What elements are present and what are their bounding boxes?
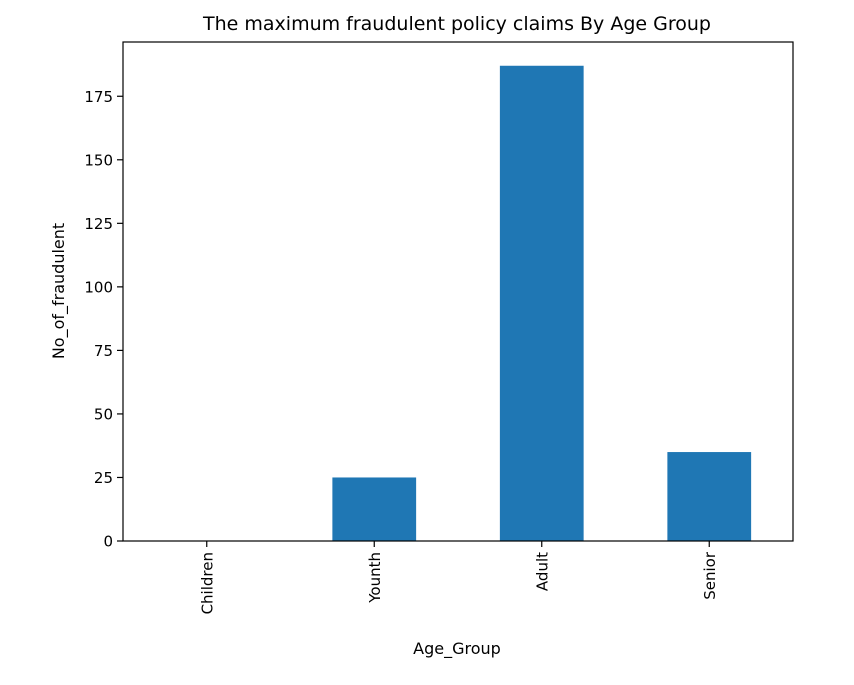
plot-area-frame xyxy=(122,41,794,542)
y-tick-label: 50 xyxy=(94,405,113,423)
bars-group xyxy=(332,65,752,541)
x-tick-label-children: Children xyxy=(198,552,216,614)
y-tick-label: 150 xyxy=(84,151,113,169)
x-tick-label-younth: Younth xyxy=(366,552,384,604)
y-tick-label: 0 xyxy=(103,533,113,551)
y-tick-label: 75 xyxy=(94,342,113,360)
y-tick-label: 175 xyxy=(84,88,113,106)
y-tick-label: 25 xyxy=(94,469,113,487)
x-tick-label-senior: Senior xyxy=(701,551,719,600)
y-tick-label: 100 xyxy=(84,278,113,296)
x-tick-label-adult: Adult xyxy=(533,552,551,591)
bar-adult xyxy=(499,65,584,541)
chart-title: The maximum fraudulent policy claims By … xyxy=(202,13,711,35)
y-tick-label: 125 xyxy=(84,215,113,233)
bar-younth xyxy=(332,477,417,541)
bar-senior xyxy=(667,452,752,541)
y-axis: 0 25 50 75 100 125 150 175 xyxy=(84,88,123,551)
x-axis: Children Younth Adult Senior xyxy=(198,541,719,614)
x-axis-label: Age_Group xyxy=(413,639,501,659)
y-axis-label: No_of_fraudulent xyxy=(49,223,69,359)
